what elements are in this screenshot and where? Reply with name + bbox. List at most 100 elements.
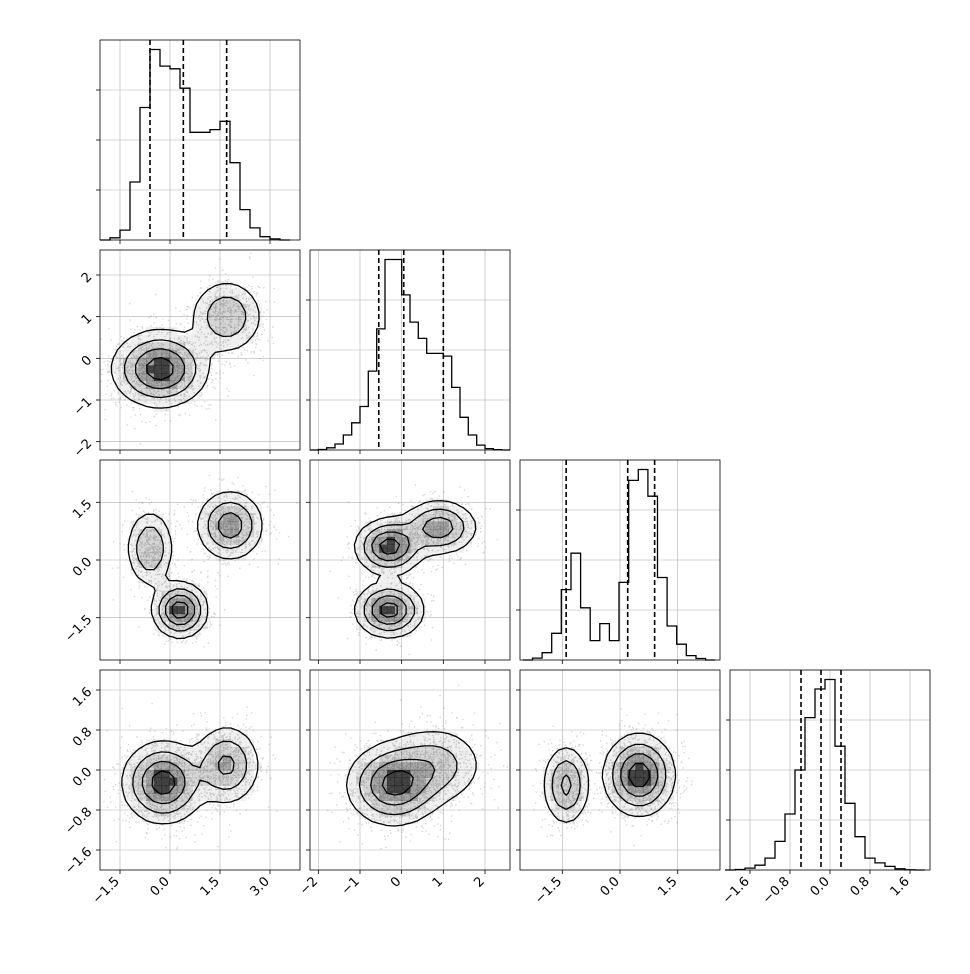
density-cell	[666, 770, 675, 778]
density-cell	[130, 754, 139, 763]
density-cell	[184, 613, 193, 622]
histogram-step	[310, 258, 510, 451]
y-tick-label: −1.5	[62, 612, 95, 645]
density-cell	[223, 490, 232, 499]
density-cell	[666, 777, 675, 786]
density-cell	[153, 777, 162, 786]
density-cell	[573, 800, 582, 809]
density-cell	[153, 380, 162, 389]
density-cell	[207, 785, 216, 794]
density-cell	[356, 529, 365, 538]
density-cell	[402, 770, 411, 778]
density-cell	[176, 583, 185, 592]
density-cell	[456, 777, 465, 786]
density-cell	[207, 334, 216, 343]
density-cell	[161, 529, 170, 538]
density-cell	[456, 762, 465, 771]
density-cell	[146, 544, 155, 553]
density-cell	[169, 598, 178, 607]
density-cell	[192, 380, 201, 389]
contour-level-2	[560, 753, 659, 797]
density-cell	[456, 529, 465, 538]
density-cell	[448, 746, 457, 755]
density-cell	[410, 785, 418, 794]
density-cell	[161, 762, 170, 771]
density-cell	[604, 754, 613, 763]
density-cell	[230, 326, 239, 335]
density-cell	[386, 777, 395, 786]
density-cell	[627, 746, 636, 755]
density-cell	[379, 560, 388, 568]
density-cell	[169, 739, 178, 748]
density-cell	[238, 288, 247, 297]
density-cell	[394, 793, 403, 802]
density-cell	[215, 311, 224, 320]
density-cell	[207, 529, 216, 538]
density-cell	[425, 506, 434, 515]
density-cell	[246, 296, 255, 305]
contour-level-0	[543, 732, 677, 823]
density-cell	[176, 365, 185, 374]
density-cell	[176, 396, 185, 405]
density-cell	[410, 739, 418, 748]
density-cell	[207, 536, 216, 545]
density-cell	[176, 590, 185, 599]
density-cell	[379, 816, 388, 825]
density-cell	[348, 785, 357, 794]
density-cell	[440, 793, 449, 802]
density-cell	[379, 800, 388, 809]
density-cell	[425, 800, 434, 809]
density-cell	[153, 373, 162, 382]
density-cell	[410, 598, 418, 607]
density-cell	[417, 754, 426, 763]
contours	[121, 727, 259, 825]
density-cell	[146, 816, 155, 825]
density-cell	[246, 746, 255, 755]
density-cell	[153, 793, 162, 802]
density-cell	[184, 785, 193, 794]
density-cell	[130, 334, 139, 343]
density-cell	[176, 754, 185, 763]
density-cell	[635, 754, 644, 763]
density-cell	[146, 808, 155, 817]
density-cell	[115, 365, 124, 374]
density-cell	[146, 536, 155, 545]
density-cell	[153, 357, 162, 366]
density-cell	[612, 762, 621, 771]
density-cell	[410, 754, 418, 763]
density-cell	[184, 621, 193, 630]
density-cell	[169, 629, 178, 638]
density-cell	[371, 536, 380, 545]
density-cell	[402, 598, 411, 607]
density-cell	[238, 739, 247, 748]
density-cell	[463, 746, 472, 755]
density-cell	[402, 629, 411, 638]
density-cell	[410, 536, 418, 545]
contour-level-1	[358, 745, 458, 816]
density-cell	[666, 762, 675, 771]
x-tick-label: 0.8	[848, 874, 873, 899]
density-cell	[161, 552, 170, 561]
density-cell	[146, 350, 155, 358]
density-cell	[207, 739, 216, 748]
density-cell	[440, 739, 449, 748]
density-cell	[394, 754, 403, 763]
density-cell	[200, 342, 208, 351]
density-cell	[425, 770, 434, 778]
density-cell	[169, 800, 178, 809]
density-cell	[643, 731, 652, 740]
density-cell	[176, 770, 185, 778]
density-cell	[223, 319, 232, 328]
contour-level-3	[381, 770, 414, 796]
density-cell	[650, 800, 659, 809]
density-cell	[146, 800, 155, 809]
density-cell	[176, 793, 185, 802]
density-cell	[153, 326, 162, 335]
contour-level-1	[363, 508, 465, 632]
density-cell	[184, 808, 193, 817]
density-cell	[410, 746, 418, 755]
density-cell	[161, 396, 170, 405]
density-cell	[433, 770, 442, 778]
density-cell	[223, 529, 232, 538]
y-tick-label: −0.8	[62, 805, 95, 838]
